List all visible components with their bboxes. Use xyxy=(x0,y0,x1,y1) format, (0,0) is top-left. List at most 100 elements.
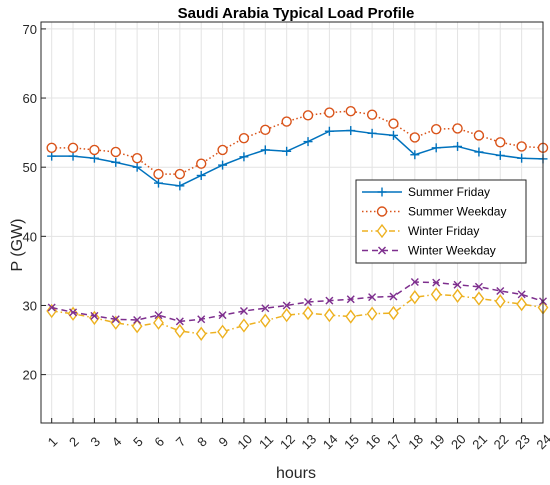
legend-label: Winter Weekday xyxy=(408,244,496,258)
data-point xyxy=(516,296,528,312)
data-point xyxy=(46,142,57,154)
data-point xyxy=(111,157,121,167)
y-tick-label: 20 xyxy=(23,368,37,383)
data-point xyxy=(259,313,271,328)
data-point xyxy=(496,286,505,295)
data-point xyxy=(175,317,184,326)
data-point xyxy=(260,124,271,136)
data-point xyxy=(154,311,163,320)
data-point xyxy=(367,128,377,138)
data-point xyxy=(174,168,186,180)
data-point xyxy=(410,150,420,160)
data-point xyxy=(473,130,485,141)
legend-marker xyxy=(377,187,387,197)
data-point xyxy=(197,315,206,324)
legend-entry: Winter Friday xyxy=(362,223,479,239)
data-point xyxy=(196,170,206,180)
data-point xyxy=(67,142,79,154)
data-point xyxy=(494,294,506,309)
data-point xyxy=(132,162,142,172)
data-point xyxy=(324,126,334,136)
y-tick-label: 40 xyxy=(23,229,37,244)
series-line xyxy=(51,281,544,323)
x-tick-label: 24 xyxy=(533,431,550,452)
data-point xyxy=(430,123,442,135)
data-point xyxy=(303,137,313,147)
legend-label: Summer Friday xyxy=(408,185,490,199)
data-point xyxy=(68,151,78,161)
data-point xyxy=(304,298,313,307)
legend-entry: Winter Weekday xyxy=(362,244,496,258)
data-point xyxy=(282,301,291,310)
y-tick-label: 50 xyxy=(23,160,37,175)
data-point xyxy=(111,315,120,324)
data-point xyxy=(346,126,356,136)
legend-marker xyxy=(376,223,388,239)
y-axis-label: P (GW) xyxy=(9,218,26,271)
data-point xyxy=(239,307,248,315)
data-point xyxy=(431,143,441,153)
data-point xyxy=(89,144,100,156)
data-point xyxy=(133,315,142,324)
axes-box xyxy=(40,21,544,424)
chart-title: Saudi Arabia Typical Load Profile xyxy=(178,5,415,22)
data-point xyxy=(389,292,398,301)
data-point xyxy=(218,311,227,320)
data-point xyxy=(495,137,506,148)
data-point xyxy=(302,110,314,121)
data-point xyxy=(517,290,526,299)
series-layer xyxy=(46,105,549,341)
data-point xyxy=(474,282,483,291)
data-point xyxy=(474,147,484,157)
data-point xyxy=(324,307,335,323)
data-point xyxy=(325,296,334,305)
data-point xyxy=(131,153,143,164)
data-point xyxy=(388,305,399,321)
legend-marker xyxy=(376,206,388,217)
data-point xyxy=(89,153,99,163)
data-point xyxy=(218,160,228,170)
data-point xyxy=(47,303,56,312)
data-point xyxy=(346,295,355,304)
y-tick-label: 60 xyxy=(23,91,37,106)
data-point xyxy=(388,130,398,140)
legend-entry: Summer Weekday xyxy=(362,205,506,219)
data-point xyxy=(366,306,378,321)
data-point xyxy=(516,141,527,152)
data-point xyxy=(281,307,293,323)
data-point xyxy=(174,323,186,339)
data-point xyxy=(410,277,419,286)
legend-marker xyxy=(378,246,386,255)
data-point xyxy=(239,152,249,162)
data-point xyxy=(517,153,527,163)
data-point xyxy=(432,278,441,287)
data-point xyxy=(217,324,228,339)
data-point xyxy=(388,118,399,129)
data-point xyxy=(217,144,228,156)
data-point xyxy=(90,311,99,320)
data-point xyxy=(238,132,250,144)
x-axis-label: hours xyxy=(276,465,316,482)
data-point xyxy=(452,123,463,134)
data-point xyxy=(196,158,207,169)
legend-entry: Summer Friday xyxy=(362,185,490,199)
data-point xyxy=(195,326,207,341)
data-point xyxy=(453,141,463,151)
legend: Summer Friday Summer Weekday Winter Friday… xyxy=(355,179,527,264)
data-point xyxy=(175,181,185,191)
data-point xyxy=(260,145,270,155)
data-point xyxy=(153,315,164,330)
data-point xyxy=(453,280,462,289)
data-point xyxy=(302,305,314,321)
data-point xyxy=(281,116,292,127)
data-point xyxy=(282,146,292,156)
data-point xyxy=(345,309,357,324)
data-point xyxy=(452,288,463,303)
data-point xyxy=(495,150,505,160)
data-point xyxy=(368,293,377,302)
series-line xyxy=(51,129,544,187)
data-point xyxy=(110,315,122,330)
legend-label: Summer Weekday xyxy=(408,205,506,219)
data-point xyxy=(366,109,378,120)
